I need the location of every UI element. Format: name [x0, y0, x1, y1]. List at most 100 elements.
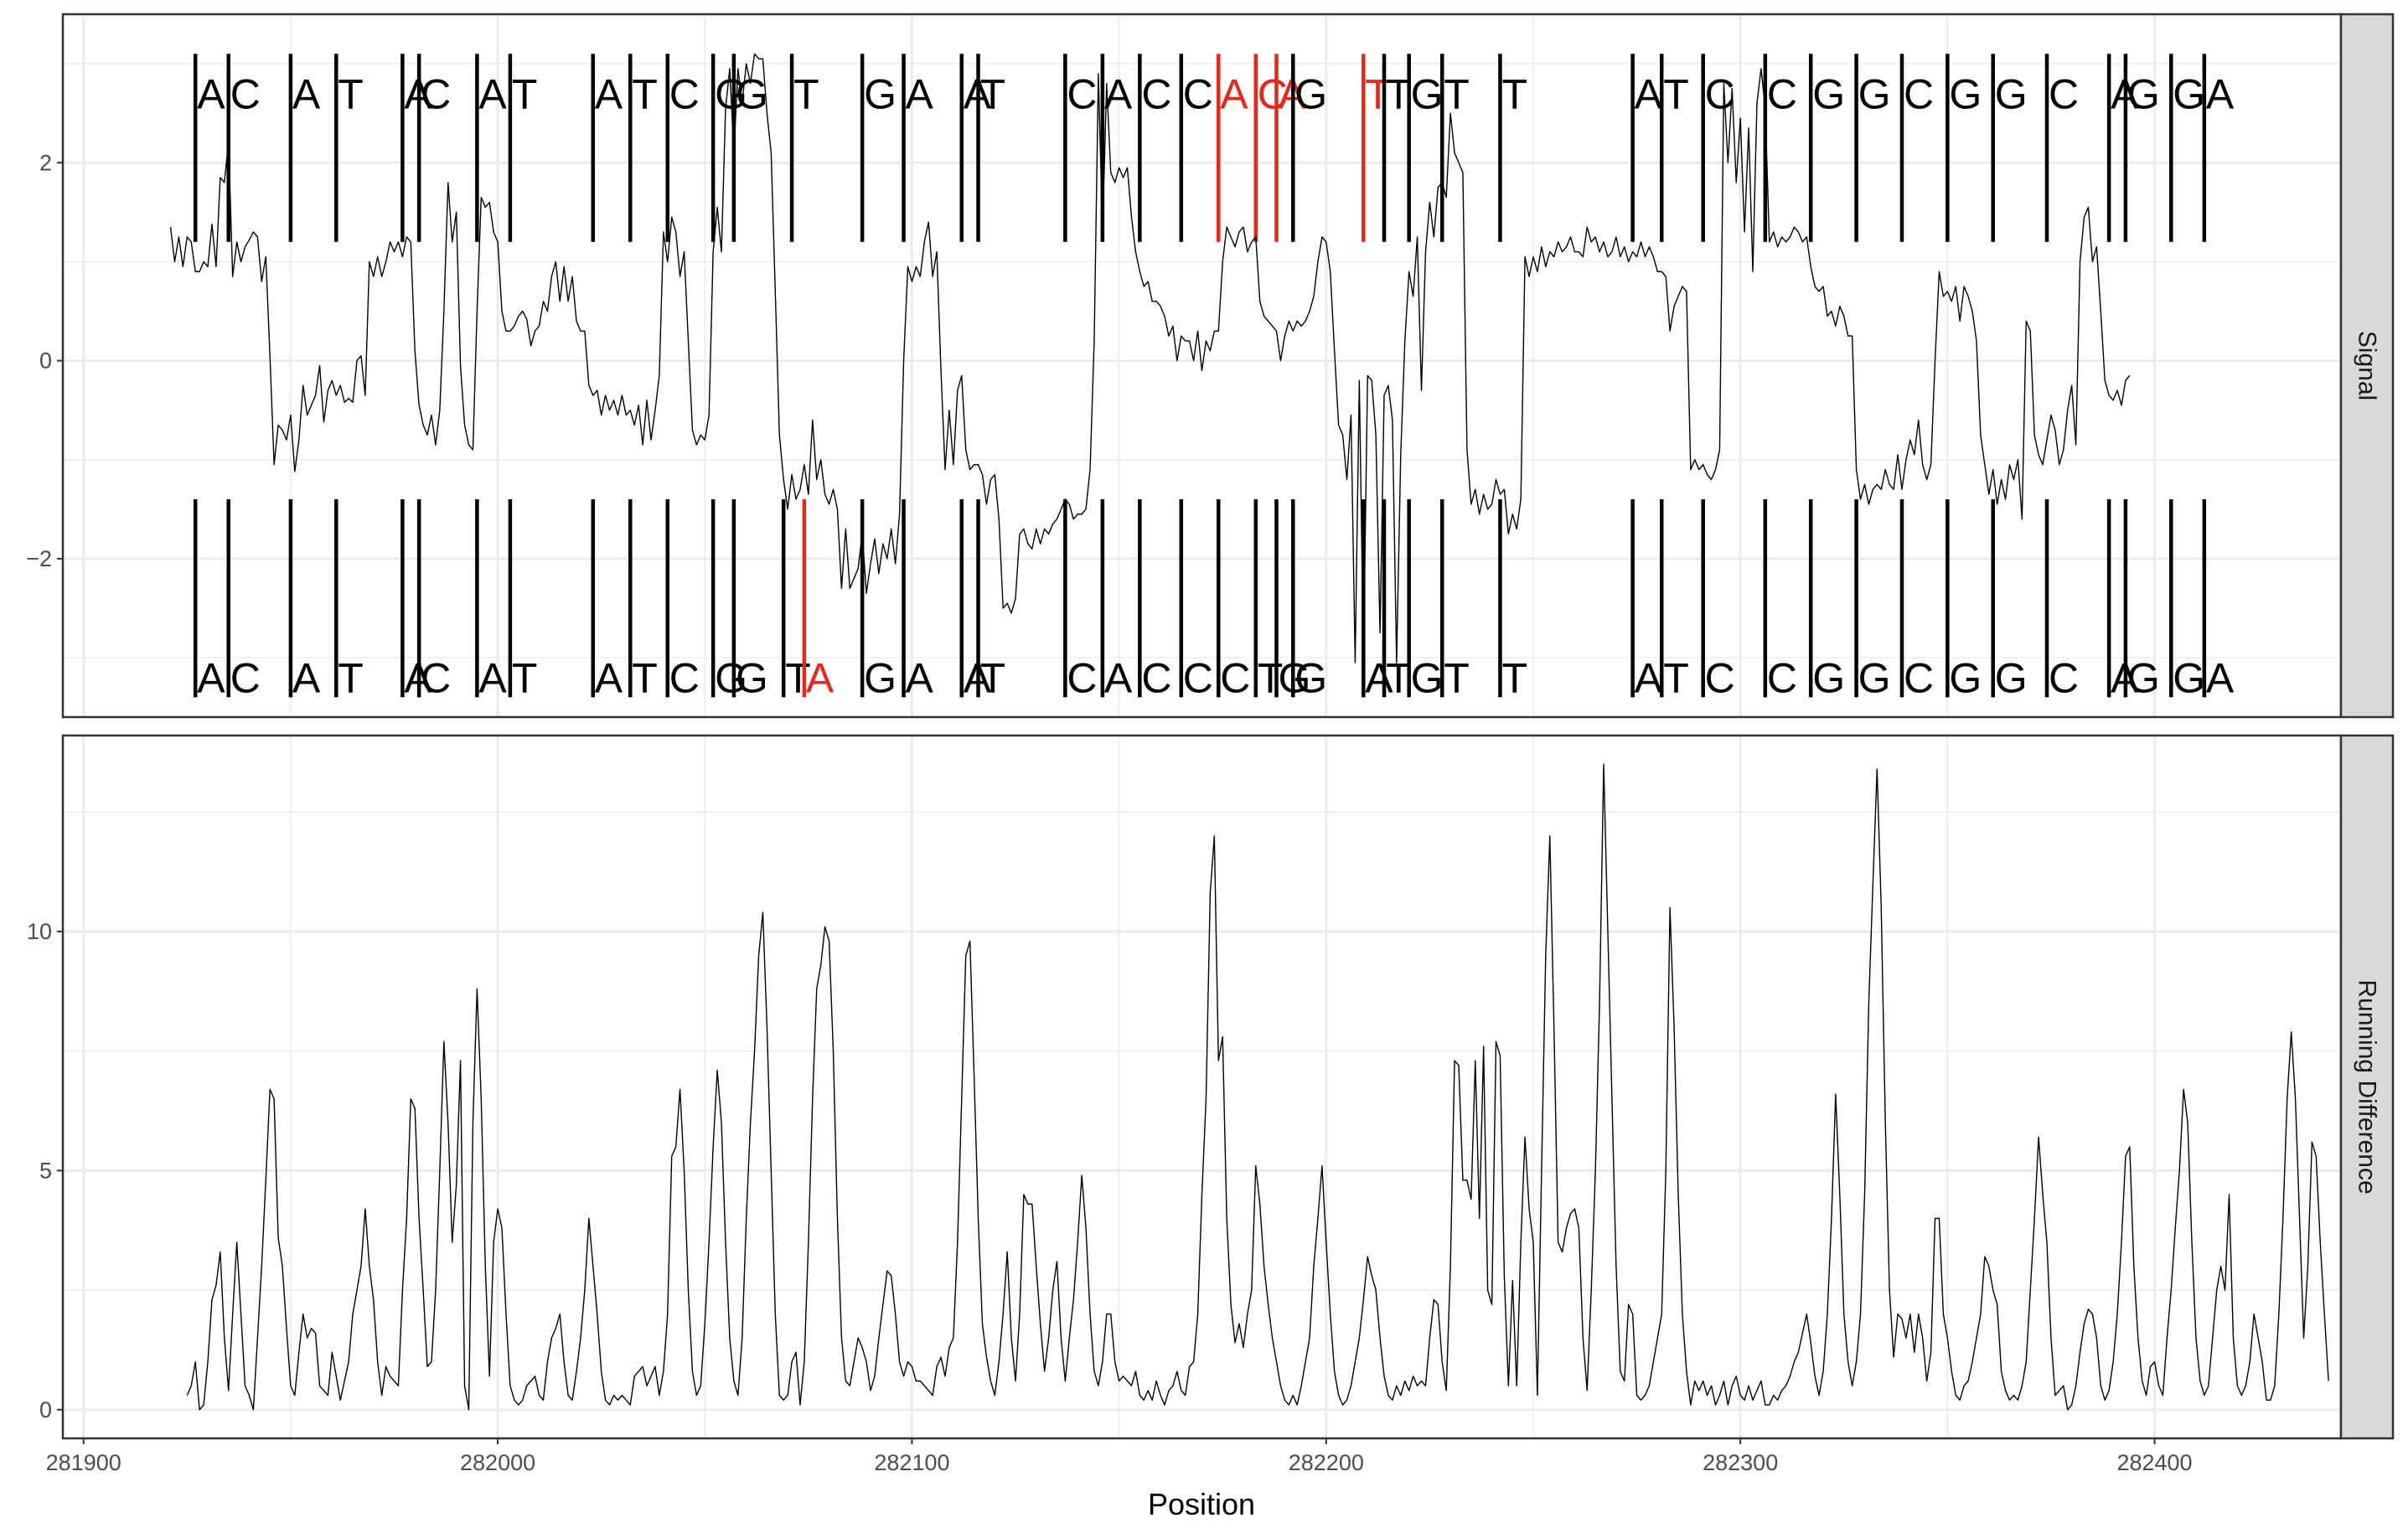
base-label-top: C: [1258, 71, 1288, 118]
base-label-bottom: C: [1705, 655, 1735, 702]
base-label-bottom: G: [1858, 655, 1891, 702]
base-label-bottom: C: [1183, 655, 1213, 702]
base-label-bottom: G: [2127, 655, 2160, 702]
base-label-top: G: [1949, 71, 1982, 118]
base-label-top: A: [906, 71, 934, 118]
base-label-bottom: G: [864, 655, 897, 702]
signal-y-tick-label: −2: [26, 546, 52, 571]
base-label-top: A: [292, 71, 321, 118]
running-difference-series-line: [186, 763, 2329, 1411]
base-label-top: T: [1501, 71, 1527, 118]
base-label-top: A: [1220, 71, 1248, 118]
signal-strip-label: Signal: [2354, 331, 2381, 400]
base-label-bottom: A: [906, 655, 934, 702]
running-difference-strip-label: Running Difference: [2354, 979, 2381, 1194]
running-difference-y-tick-label: 10: [27, 919, 52, 944]
base-label-bottom: G: [1995, 655, 2028, 702]
base-label-bottom: T: [512, 655, 538, 702]
base-label-top: G: [864, 71, 897, 118]
base-label-top: T: [980, 71, 1006, 118]
base-label-bottom: T: [338, 655, 364, 702]
base-label-top: C: [1141, 71, 1171, 118]
base-label-bottom: T: [1663, 655, 1689, 702]
x-axis: 281900 282000 282100 282200 282300 282400: [46, 1438, 2193, 1475]
signal-series-line: [169, 53, 2131, 663]
base-label-bottom: C: [421, 655, 451, 702]
base-label-top: A: [478, 71, 507, 118]
signal-panel: −202ACATACATATCGGTGAATCACCACAGTTGTTATCCG…: [26, 13, 2395, 719]
base-label-top: A: [1635, 71, 1663, 118]
base-label-bottom: G: [736, 655, 768, 702]
x-tick-label: 282300: [1703, 1450, 1778, 1475]
base-label-bottom: T: [632, 655, 658, 702]
base-label-bottom: C: [1141, 655, 1171, 702]
base-label-bottom: A: [1365, 655, 1393, 702]
base-label-bottom: T: [1258, 655, 1284, 702]
base-label-top: C: [1767, 71, 1797, 118]
running-difference-y-tick-label: 5: [39, 1158, 52, 1183]
base-label-top: A: [197, 71, 225, 118]
base-label-bottom: A: [478, 655, 507, 702]
base-label-top: C: [2049, 71, 2079, 118]
base-label-top: C: [230, 71, 261, 118]
running-difference-y-tick-label: 0: [39, 1397, 52, 1422]
base-label-top: G: [736, 71, 768, 118]
signal-y-tick-label: 2: [39, 150, 52, 175]
base-label-bottom: A: [292, 655, 321, 702]
x-axis-title: Position: [1148, 1487, 1255, 1521]
base-label-bottom: A: [1635, 655, 1663, 702]
base-label-top: A: [2206, 71, 2235, 118]
base-label-top: T: [632, 71, 658, 118]
base-label-top: C: [1705, 71, 1735, 118]
base-label-top: G: [1858, 71, 1891, 118]
base-label-top: T: [1663, 71, 1689, 118]
base-label-bottom: T: [1444, 655, 1470, 702]
base-label-top: T: [512, 71, 538, 118]
base-label-bottom: A: [806, 655, 835, 702]
x-tick-label: 282100: [874, 1450, 949, 1475]
base-label-bottom: A: [595, 655, 623, 702]
base-label-top: C: [421, 71, 451, 118]
base-label-bottom: T: [980, 655, 1006, 702]
base-label-top: G: [1995, 71, 2028, 118]
base-label-bottom: A: [1104, 655, 1133, 702]
base-label-bottom: C: [2049, 655, 2079, 702]
base-label-bottom: A: [197, 655, 225, 702]
base-label-bottom: G: [1949, 655, 1982, 702]
base-label-top: T: [793, 71, 819, 118]
base-label-bottom: G: [1294, 655, 1327, 702]
x-tick-label: 282200: [1289, 1450, 1364, 1475]
base-label-top: A: [595, 71, 623, 118]
base-label-bottom: G: [1411, 655, 1444, 702]
signal-strip: [2339, 13, 2395, 719]
base-label-top: G: [1294, 71, 1327, 118]
base-label-top: C: [1067, 71, 1097, 118]
base-label-bottom: G: [2173, 655, 2205, 702]
base-label-bottom: G: [1812, 655, 1845, 702]
base-label-top: T: [1365, 71, 1391, 118]
base-label-top: C: [1904, 71, 1934, 118]
base-label-top: G: [2173, 71, 2205, 118]
x-tick-label: 282000: [460, 1450, 535, 1475]
base-label-bottom: C: [1220, 655, 1250, 702]
base-label-top: G: [1812, 71, 1845, 118]
x-tick-label: 282400: [2116, 1450, 2192, 1475]
base-label-bottom: A: [2206, 655, 2235, 702]
signal-y-tick-label: 0: [39, 348, 52, 374]
base-label-top: T: [1444, 71, 1470, 118]
base-label-top: C: [669, 71, 700, 118]
base-label-bottom: G: [715, 655, 747, 702]
base-label-bottom: T: [1501, 655, 1527, 702]
base-label-top: A: [1104, 71, 1133, 118]
base-label-bottom: C: [1767, 655, 1797, 702]
base-label-top: C: [1183, 71, 1213, 118]
base-label-top: T: [338, 71, 364, 118]
base-label-top: G: [2127, 71, 2160, 118]
base-label-top: G: [1411, 71, 1444, 118]
base-label-bottom: C: [1904, 655, 1934, 702]
base-label-bottom: C: [1067, 655, 1097, 702]
running-difference-strip: [2339, 734, 2395, 1440]
base-label-bottom: C: [669, 655, 700, 702]
x-tick-label: 281900: [46, 1450, 121, 1475]
